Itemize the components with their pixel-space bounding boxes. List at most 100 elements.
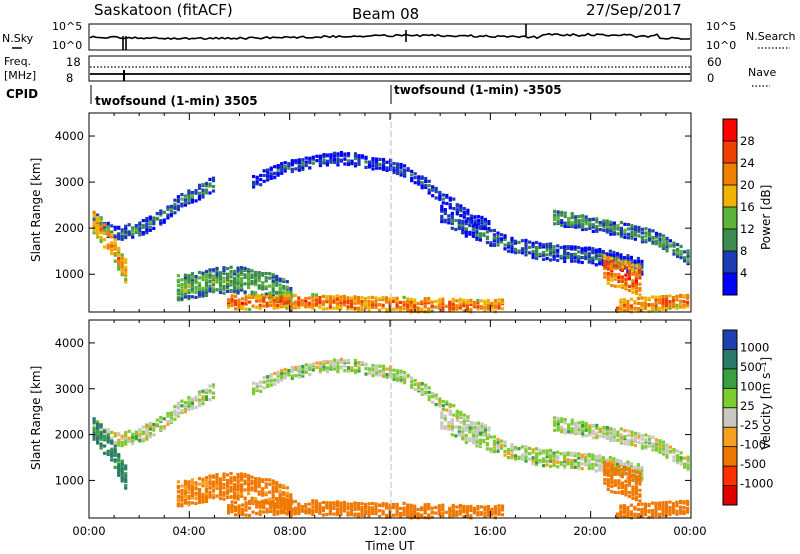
velocity-cell [325,502,329,506]
velocity-cell [336,370,340,374]
power-cells [92,150,690,314]
velocity-cell [520,457,525,461]
power-cell [563,259,567,263]
power-cell [581,219,585,223]
velocity-cell [563,457,567,462]
power-cell [301,165,305,169]
power-cell [606,276,610,280]
power-cell [480,215,484,219]
power-cell [440,204,444,208]
power-cell [222,291,226,295]
power-cell [374,305,378,309]
velocity-cell [117,438,121,442]
power-cell [357,162,361,166]
power-cell [420,302,424,306]
power-cell [626,301,630,305]
velocity-cell [276,504,280,508]
colorbar-tick-label: 100 [740,379,762,393]
velocity-cell [197,398,202,402]
power-cell [297,164,301,169]
velocity-cell [630,442,634,447]
power-cell [254,270,258,275]
power-cell [612,253,616,258]
velocity-cell [587,466,591,470]
velocity-cell [194,501,198,506]
velocity-cell [110,458,114,462]
power-cell [285,291,289,296]
velocity-cell [612,433,616,437]
velocity-cell [665,455,669,459]
power-cell [360,299,364,304]
power-cell [215,278,219,282]
velocity-cell [243,475,247,479]
power-cell [591,217,595,221]
power-cell [252,185,256,189]
power-cell [489,243,493,247]
power-cell [647,309,651,313]
power-cell [448,308,452,312]
power-cell [559,245,563,250]
power-cell [658,241,662,245]
power-cell [162,220,166,224]
velocity-cell [110,447,114,451]
power-cell [113,244,117,248]
velocity-cell [553,416,557,420]
velocity-cell [311,368,315,372]
velocity-cell [194,487,198,491]
power-cell [686,259,690,263]
power-cell [469,214,473,218]
power-cell [353,164,358,168]
power-cell [148,215,152,219]
velocity-cell [640,515,644,519]
power-cell [423,297,427,301]
velocity-cell [479,505,483,509]
power-cell [152,216,156,220]
velocity-cell [264,482,268,486]
power-cell [187,294,191,299]
velocity-cell [403,376,407,380]
velocity-cell [335,507,339,511]
power-cell [308,158,312,163]
velocity-cell [250,496,254,500]
power-cell [353,299,357,303]
power-cell [570,215,574,219]
power-cell [455,306,459,311]
power-cell [403,173,407,177]
velocity-cell [204,476,209,480]
velocity-cell [535,452,539,456]
velocity-cell [103,451,107,455]
power-cell [489,229,493,233]
velocity-cell [96,422,100,426]
power-cell [364,160,368,164]
power-cell [374,303,378,307]
power-cell [658,232,662,236]
velocity-cell [287,373,291,377]
power-cell [399,308,403,312]
velocity-cell [634,470,638,474]
velocity-cell [346,513,350,517]
velocity-cell [451,508,455,512]
power-cell [638,276,642,280]
velocity-cell [283,499,287,503]
velocity-cell [440,423,444,427]
power-cell [528,240,532,244]
velocity-cell [138,439,142,443]
power-cell [353,306,357,310]
velocity-cell [233,482,237,487]
velocity-cell [524,459,528,463]
power-cell [627,261,631,265]
power-cell [603,264,607,269]
power-cell [594,257,598,261]
velocity-cell [606,484,610,488]
power-cell [615,252,619,256]
power-cell [679,244,683,249]
power-cell [311,293,315,297]
power-cell [478,235,482,239]
velocity-cell [194,405,198,409]
velocity-cell [608,459,612,463]
power-cell [413,176,417,180]
velocity-cell [528,457,532,461]
velocity-cell [349,512,354,517]
power-cell [441,297,445,301]
power-cell [145,231,149,235]
